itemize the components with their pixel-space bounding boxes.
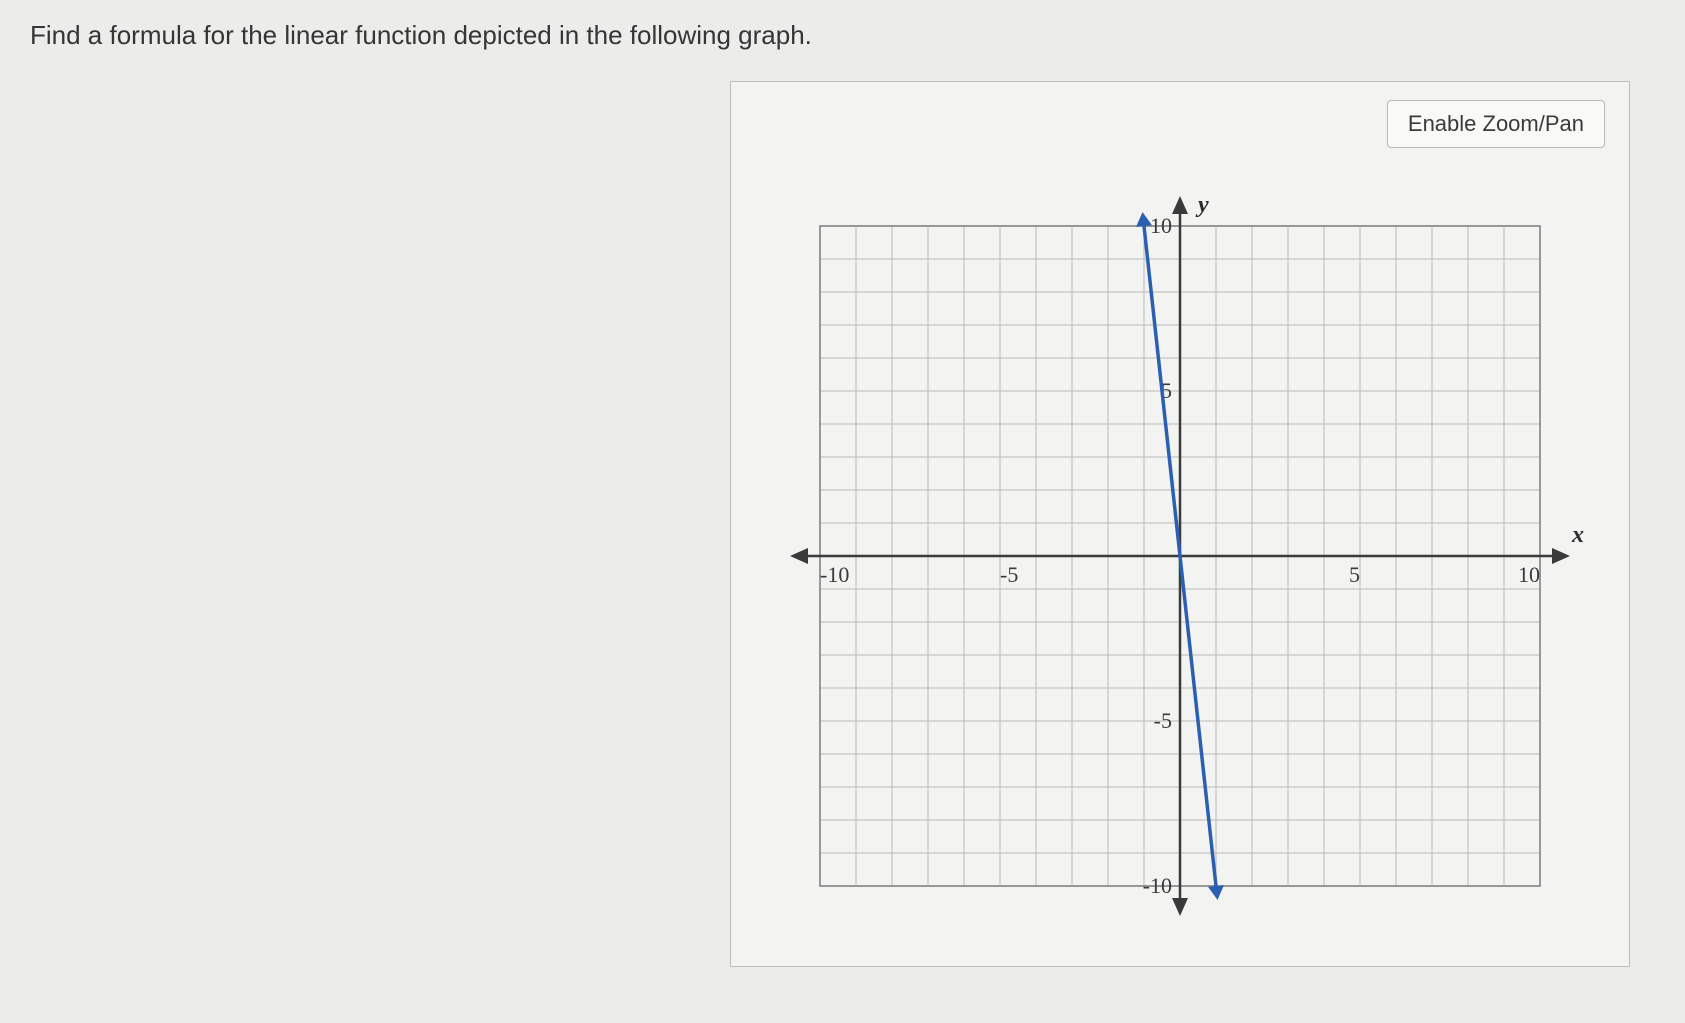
x-axis-arrow-left <box>790 548 808 564</box>
y-axis-arrow-down <box>1172 898 1188 916</box>
y-tick-label: 10 <box>1150 213 1172 238</box>
x-tick-label: -10 <box>820 562 849 587</box>
question-text: Find a formula for the linear function d… <box>30 20 1655 51</box>
x-tick-label: 10 <box>1518 562 1540 587</box>
x-axis-label: x <box>1571 522 1584 548</box>
chart-toolbar: Enable Zoom/Pan <box>731 82 1629 166</box>
chart-panel: Enable Zoom/Pan 510-10-5510-10-5xy <box>730 81 1630 967</box>
y-axis-arrow-up <box>1172 196 1188 214</box>
x-tick-label: -5 <box>1000 562 1018 587</box>
x-axis-arrow-right <box>1552 548 1570 564</box>
x-tick-label: 5 <box>1349 562 1360 587</box>
y-tick-label: -5 <box>1154 708 1172 733</box>
coordinate-plane: 510-10-5510-10-5xy <box>770 176 1590 936</box>
function-arrow <box>1208 885 1224 900</box>
plot-area: 510-10-5510-10-5xy <box>731 166 1629 966</box>
y-axis-label: y <box>1195 192 1209 218</box>
enable-zoom-pan-button[interactable]: Enable Zoom/Pan <box>1387 100 1605 148</box>
y-tick-label: -10 <box>1143 873 1172 898</box>
